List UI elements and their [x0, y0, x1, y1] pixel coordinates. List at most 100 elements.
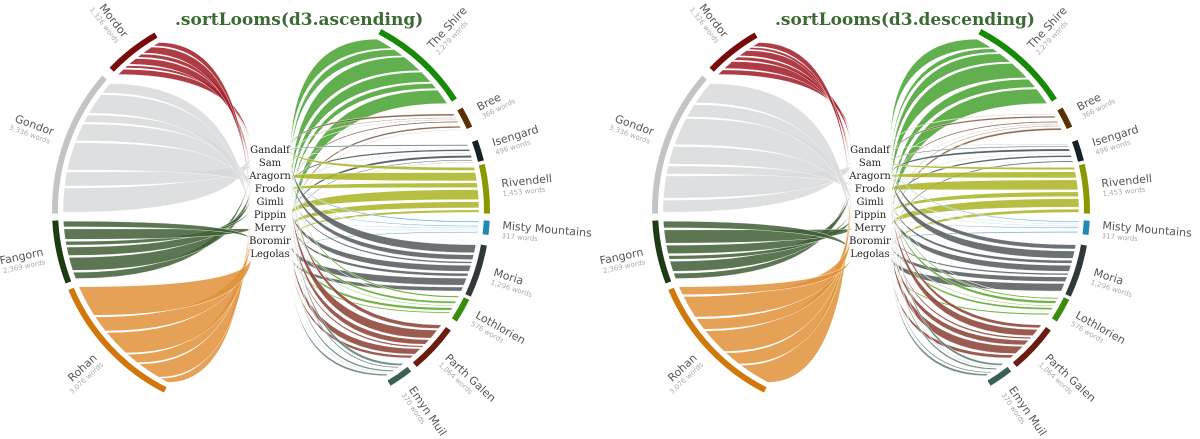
string-misty-mountains-sam	[289, 162, 479, 223]
arc-parth-galen[interactable]	[412, 326, 451, 368]
character-merry[interactable]: Merry	[254, 223, 286, 234]
string-lothlorien-gandalf	[889, 149, 1060, 297]
string-moria-boromir	[289, 240, 467, 286]
character-legolas[interactable]: Legolas	[250, 249, 289, 260]
arc-bree[interactable]	[457, 107, 473, 130]
string-parth-galen-gandalf	[289, 149, 442, 329]
arc-misty-mountains[interactable]	[1082, 220, 1090, 235]
arc-fangorn[interactable]	[652, 220, 672, 284]
string-the-shire-sam	[289, 38, 393, 165]
character-boromir[interactable]: Boromir	[249, 236, 291, 247]
string-rivendell-aragorn	[889, 171, 1077, 179]
arc-moria[interactable]	[465, 244, 487, 297]
string-rohan-legolas	[678, 253, 853, 295]
arc-gondor[interactable]	[652, 75, 707, 214]
arc-mordor[interactable]	[709, 32, 758, 72]
arc-emyn-muil[interactable]	[387, 366, 412, 386]
arc-rivendell[interactable]	[1078, 163, 1090, 214]
string-parth-galen-pippin	[889, 214, 1030, 346]
arc-parth-galen[interactable]	[1012, 326, 1051, 368]
string-moria-gandalf	[289, 149, 477, 253]
string-emyn-muil-gandalf	[889, 149, 1005, 366]
panel-title: .sortLooms(d3.ascending)	[175, 10, 424, 30]
character-aragorn[interactable]: Aragorn	[248, 171, 291, 182]
strings	[662, 38, 1080, 383]
character-frodo[interactable]: Frodo	[255, 184, 285, 195]
string-gondor-gandalf	[62, 148, 253, 213]
arc-mordor[interactable]	[109, 32, 158, 72]
string-rivendell-frodo	[889, 179, 1079, 191]
character-boromir[interactable]: Boromir	[849, 236, 891, 247]
arc-the-shire[interactable]	[978, 28, 1057, 102]
character-sam[interactable]: Sam	[859, 158, 882, 169]
string-lothlorien-sam	[889, 162, 1059, 300]
character-frodo[interactable]: Frodo	[855, 184, 885, 195]
arc-rivendell[interactable]	[478, 163, 491, 214]
string-fangorn-legolas	[663, 220, 853, 255]
string-bree-pippin	[289, 124, 460, 216]
string-the-shire-pippin	[289, 71, 432, 216]
string-bree-boromir	[289, 125, 462, 242]
arc-isengard[interactable]	[1071, 139, 1084, 162]
character-gandalf[interactable]: Gandalf	[250, 145, 291, 156]
arc-misty-mountains[interactable]	[482, 220, 490, 235]
string-lothlorien-merry	[289, 227, 453, 311]
string-moria-legolas	[289, 253, 464, 292]
arc-rohan[interactable]	[668, 287, 767, 393]
arc-isengard[interactable]	[471, 139, 484, 162]
character-names: Gandalf Sam Aragorn Frodo Gimli Pippin Merry Bo…	[848, 145, 891, 260]
character-gimli[interactable]: Gimli	[256, 197, 283, 208]
location-word-count: 317 words	[501, 232, 538, 243]
arc-lothlorien[interactable]	[1051, 297, 1070, 322]
string-mordor-gimli	[128, 58, 253, 203]
arc-fangorn[interactable]	[52, 220, 72, 284]
strings	[62, 38, 480, 383]
string-gondor-legolas	[101, 83, 253, 255]
string-parth-galen-merry	[889, 227, 1024, 354]
location-name: Rivendell	[1101, 172, 1153, 190]
character-legolas[interactable]: Legolas	[850, 249, 889, 260]
string-moria-aragorn	[289, 175, 473, 264]
string-bree-sam	[889, 115, 1057, 164]
string-moria-gimli	[889, 201, 1072, 272]
character-pippin[interactable]: Pippin	[854, 210, 887, 221]
string-lothlorien-sam	[289, 162, 458, 300]
location-arcs	[51, 28, 491, 393]
location-word-count: 317 words	[1101, 232, 1138, 243]
string-moria-gandalf	[889, 149, 1077, 250]
string-rohan-aragorn	[138, 174, 253, 378]
loom-panel-ascending: Mordor 1,326 words Gondor 3,336 words Fangor…	[0, 1, 593, 438]
string-misty-mountains-aragorn	[889, 175, 1079, 225]
character-pippin[interactable]: Pippin	[254, 210, 287, 221]
string-emyn-muil-legolas	[289, 253, 390, 376]
character-merry[interactable]: Merry	[854, 223, 886, 234]
arc-lothlorien[interactable]	[451, 297, 470, 322]
string-the-shire-aragorn	[889, 48, 999, 177]
string-misty-mountains-frodo	[889, 188, 1079, 227]
character-gandalf[interactable]: Gandalf	[850, 145, 891, 156]
arc-emyn-muil[interactable]	[987, 366, 1012, 386]
arc-bree[interactable]	[1057, 107, 1073, 130]
arc-rohan[interactable]	[68, 287, 167, 393]
character-gimli[interactable]: Gimli	[856, 197, 883, 208]
string-rivendell-sam	[889, 162, 1076, 170]
character-aragorn[interactable]: Aragorn	[848, 171, 891, 182]
string-rohan-legolas	[78, 252, 253, 316]
arc-gondor[interactable]	[51, 75, 107, 214]
arc-moria[interactable]	[1065, 244, 1087, 297]
arc-the-shire[interactable]	[378, 28, 457, 102]
character-sam[interactable]: Sam	[259, 158, 282, 169]
string-fangorn-aragorn	[68, 175, 253, 271]
string-emyn-muil-pippin	[889, 214, 995, 371]
